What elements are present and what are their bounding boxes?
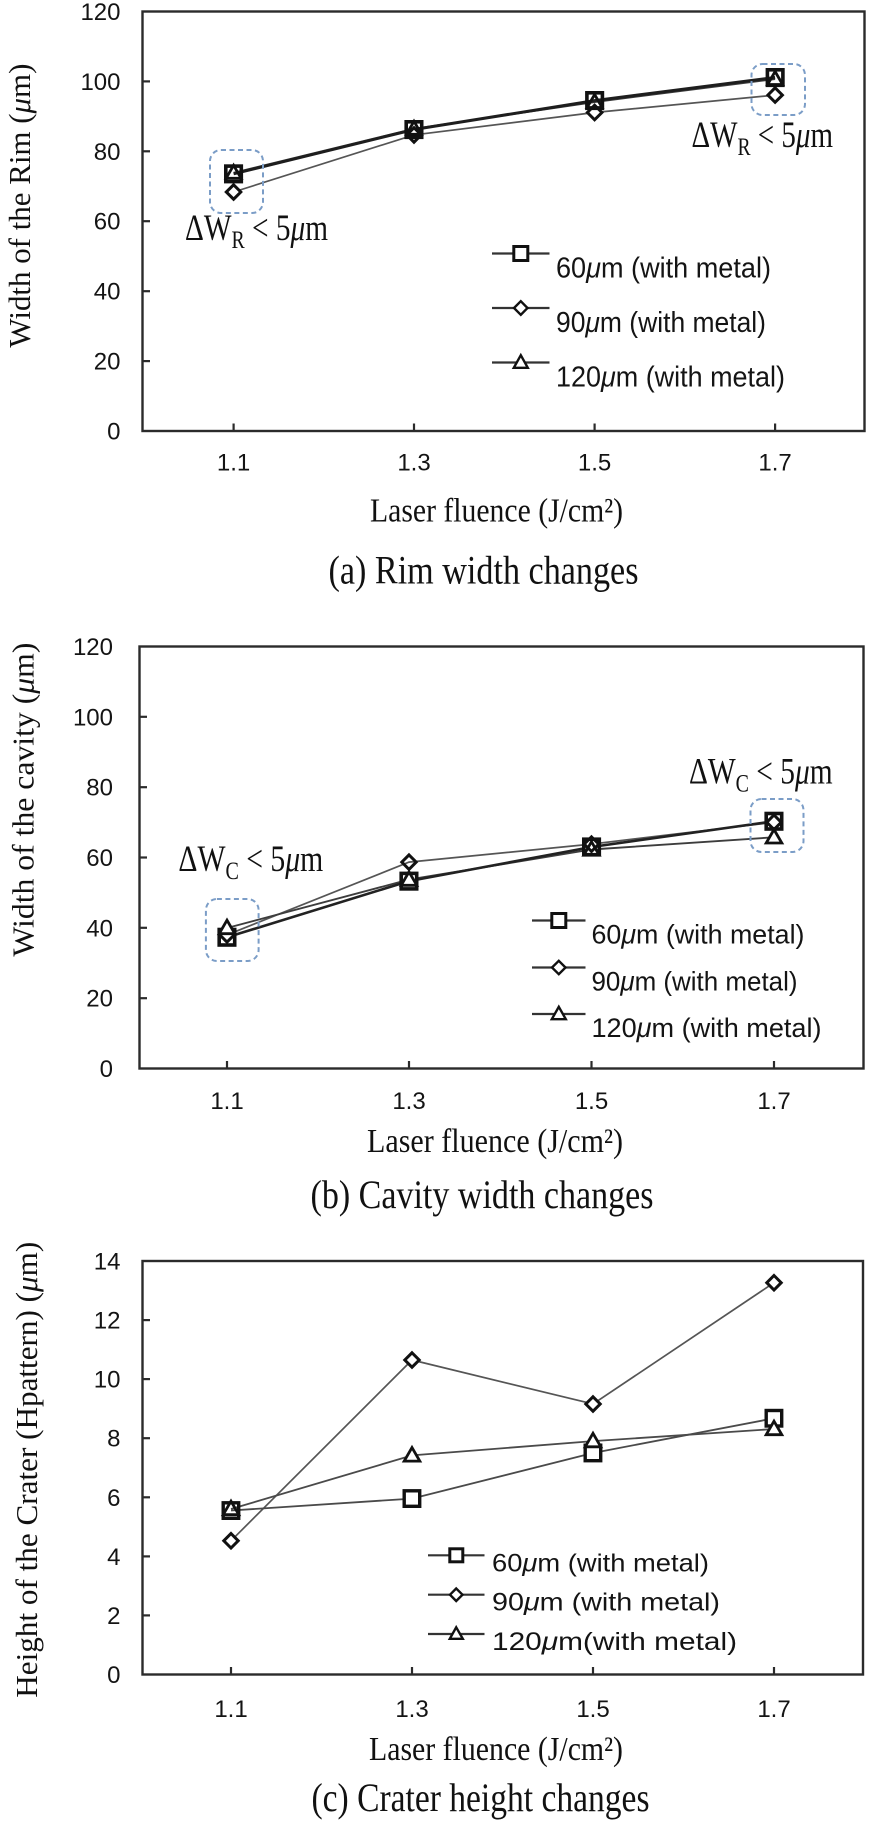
svg-text:1.3: 1.3 [392, 1088, 425, 1115]
svg-text:1.3: 1.3 [395, 1696, 428, 1723]
svg-text:(c) Crater height changes: (c) Crater height changes [312, 1775, 650, 1820]
svg-text:2: 2 [107, 1603, 120, 1630]
svg-text:100: 100 [73, 704, 113, 731]
svg-text:(b) Cavity width changes: (b) Cavity width changes [311, 1172, 654, 1217]
svg-text:1.1: 1.1 [217, 450, 250, 477]
svg-text:80: 80 [86, 775, 113, 802]
svg-text:4: 4 [107, 1544, 120, 1571]
svg-text:6: 6 [107, 1485, 120, 1512]
svg-text:1.5: 1.5 [575, 1088, 608, 1115]
svg-text:60μm (with metal): 60μm (with metal) [556, 253, 771, 285]
svg-text:120μm (with metal): 120μm (with metal) [592, 1013, 822, 1043]
svg-text:1.5: 1.5 [578, 450, 611, 477]
svg-text:0: 0 [107, 419, 120, 446]
svg-text:ΔWR < 5μm: ΔWR < 5μm [692, 115, 834, 161]
svg-text:1.7: 1.7 [757, 1696, 790, 1723]
svg-text:60μm (with metal): 60μm (with metal) [592, 920, 805, 950]
svg-text:1.5: 1.5 [576, 1696, 609, 1723]
svg-text:90μm (with metal): 90μm (with metal) [492, 1589, 720, 1617]
svg-text:ΔWR < 5μm: ΔWR < 5μm [185, 208, 328, 254]
svg-text:(a) Rim width changes: (a) Rim width changes [329, 548, 639, 593]
svg-text:1.3: 1.3 [397, 450, 430, 477]
svg-text:90μm (with metal): 90μm (with metal) [592, 967, 798, 997]
svg-text:12: 12 [94, 1308, 121, 1335]
svg-text:Laser fluence (J/cm²): Laser fluence (J/cm²) [369, 1731, 623, 1768]
svg-text:10: 10 [94, 1367, 121, 1394]
svg-text:60: 60 [86, 845, 113, 872]
svg-text:40: 40 [94, 279, 121, 306]
svg-text:0: 0 [100, 1056, 113, 1083]
svg-text:100: 100 [80, 69, 120, 96]
svg-text:Laser fluence (J/cm²): Laser fluence (J/cm²) [370, 493, 623, 530]
svg-text:8: 8 [107, 1426, 120, 1453]
svg-text:0: 0 [107, 1662, 120, 1689]
svg-text:20: 20 [86, 986, 113, 1013]
svg-text:120μm(with metal): 120 μ m(with metal) [492, 1628, 737, 1656]
svg-text:1.1: 1.1 [210, 1088, 243, 1115]
svg-text:20: 20 [94, 349, 121, 376]
svg-text:90μm (with metal): 90μm (with metal) [556, 307, 766, 339]
svg-text:Laser fluence (J/cm²): Laser fluence (J/cm²) [367, 1123, 623, 1160]
svg-text:1.7: 1.7 [758, 450, 791, 477]
svg-text:Width of the cavity (μm): Width of the cavity (μm) [6, 643, 41, 957]
svg-text:14: 14 [94, 1249, 121, 1276]
svg-text:120μm (with metal): 120μm (with metal) [556, 362, 785, 394]
svg-text:Width of the Rim (μm): Width of the Rim (μm) [2, 64, 37, 348]
svg-text:ΔWC < 5μm: ΔWC < 5μm [689, 752, 833, 798]
svg-text:80: 80 [94, 139, 121, 166]
svg-text:1.1: 1.1 [214, 1696, 247, 1723]
svg-text:60: 60 [94, 209, 121, 236]
svg-text:60μm (with metal): 60μm (with metal) [492, 1549, 709, 1577]
svg-text:1.7: 1.7 [757, 1088, 790, 1115]
svg-text:Height of the Crater (Hpattern: Height of the Crater (Hpattern) (μm) [9, 1242, 44, 1698]
svg-text:ΔWC < 5μm: ΔWC < 5μm [178, 839, 323, 885]
svg-text:120: 120 [73, 634, 113, 661]
svg-text:120: 120 [80, 0, 120, 26]
svg-text:40: 40 [86, 915, 113, 942]
